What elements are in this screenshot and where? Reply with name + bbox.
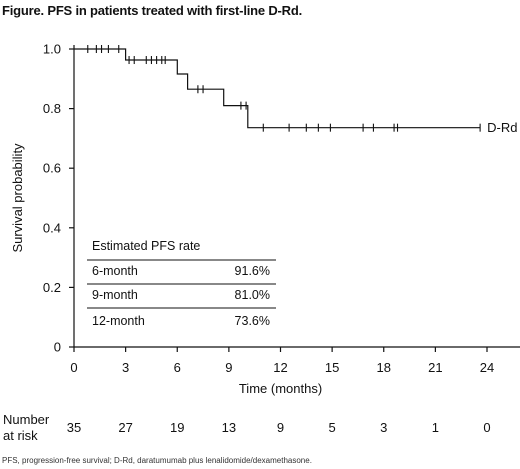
pfs-rate-table: Estimated PFS rate 6-month 91.6% 9-month 81.…	[87, 239, 276, 328]
table-row-value: 91.6%	[235, 264, 270, 278]
footnote: PFS, progression-free survival; D-Rd, da…	[2, 456, 312, 465]
risk-label-line2: at risk	[3, 428, 38, 443]
x-tick-label: 15	[325, 360, 339, 375]
y-tick-label: 0.4	[43, 220, 61, 235]
risk-count: 9	[277, 420, 284, 435]
risk-count: 0	[483, 420, 490, 435]
risk-count: 3	[380, 420, 387, 435]
risk-label-line1: Number	[3, 412, 50, 427]
x-tick-label: 18	[377, 360, 391, 375]
table-row-value: 81.0%	[235, 288, 270, 302]
risk-count: 35	[67, 420, 81, 435]
y-axis-label: Survival probability	[10, 143, 25, 253]
series-label-d-rd: D-Rd	[487, 120, 517, 135]
y-tick-label: 0	[54, 340, 61, 355]
x-tick-label: 21	[428, 360, 442, 375]
y-tick-label: 0.2	[43, 280, 61, 295]
curve-layer: D-Rd	[74, 45, 517, 135]
y-tick-label: 0.6	[43, 161, 61, 176]
x-tick-label: 24	[480, 360, 494, 375]
risk-count: 19	[170, 420, 184, 435]
risk-count: 27	[118, 420, 132, 435]
km-curve-d-rd	[74, 48, 481, 129]
figure-title: Figure. PFS in patients treated with fir…	[2, 3, 302, 18]
risk-count: 13	[222, 420, 236, 435]
x-tick-label: 3	[122, 360, 129, 375]
x-tick-label: 12	[273, 360, 287, 375]
risk-count: 5	[329, 420, 336, 435]
x-axis-label: Time (months)	[239, 381, 322, 396]
risk-count: 1	[432, 420, 439, 435]
table-row-value: 73.6%	[235, 314, 270, 328]
table-row-label: 12-month	[92, 314, 145, 328]
table-row-label: 9-month	[92, 288, 138, 302]
table-row-label: 6-month	[92, 264, 138, 278]
y-tick-label: 0.8	[43, 101, 61, 116]
x-tick-label: 6	[174, 360, 181, 375]
y-tick-label: 1.0	[43, 42, 61, 57]
axes: 0 3 6 9 12 15 18 21 24 0 0.2 0.4 0.6 0.8 1.0 Time (mont…	[10, 42, 520, 396]
x-tick-label: 9	[225, 360, 232, 375]
table-header: Estimated PFS rate	[92, 239, 200, 253]
x-tick-label: 0	[70, 360, 77, 375]
